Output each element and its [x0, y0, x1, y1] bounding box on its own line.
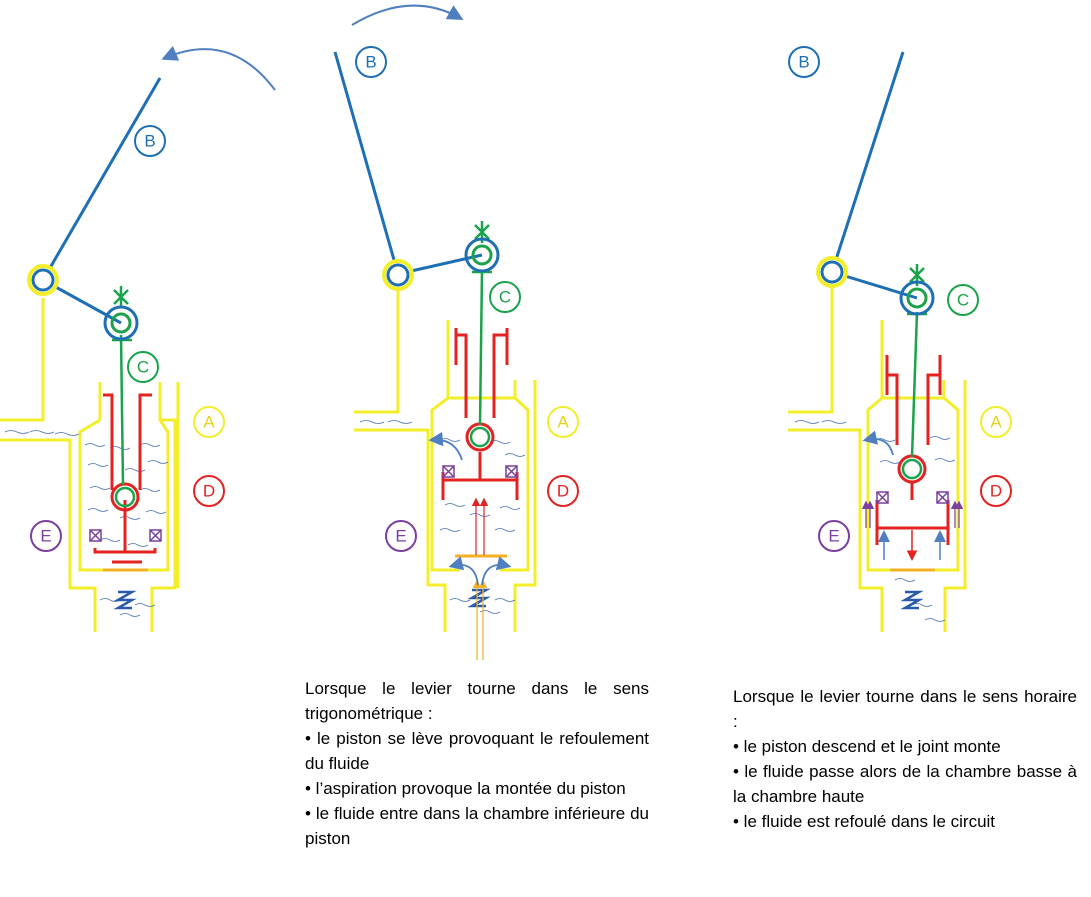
label-b-center: B [365, 53, 376, 72]
piston-center [441, 328, 519, 500]
label-a-circle-left [193, 406, 225, 438]
description-right: Lorsque le levier tourne dans le sens ho… [733, 684, 1077, 834]
rotation-arrow-center [351, 4, 464, 26]
piston-pivot-left [110, 482, 140, 512]
description-center-item-3: • le fluide entre dans la chambre inféri… [305, 804, 649, 848]
label-c-circle-right [947, 284, 979, 316]
spring-left [113, 590, 137, 610]
valve-left [89, 529, 162, 542]
label-a-left: A [203, 413, 215, 432]
label-c-circle-left [127, 351, 159, 383]
lever-left [41, 77, 162, 281]
description-right-intro: Lorsque le levier tourne dans le sens ho… [733, 687, 1077, 731]
panel-left: B C A D E [0, 45, 276, 632]
lever-rod-pivot-right [899, 280, 935, 316]
lever-rod-pivot-center [464, 237, 500, 273]
housing-left [0, 298, 180, 632]
label-c-left: C [137, 358, 149, 377]
piston-left [93, 393, 157, 564]
panel-right: B C A D E [788, 46, 1012, 632]
spring-right [900, 590, 924, 610]
label-d-circle-right [980, 475, 1012, 507]
lever-rod-pivot-left [103, 305, 139, 341]
lever-right [830, 51, 905, 273]
label-d-circle-left [193, 475, 225, 507]
label-d-center: D [557, 482, 569, 501]
label-a-right: A [990, 413, 1002, 432]
description-right-item-1: • le piston descend et le joint monte [733, 737, 1001, 756]
valve-right [876, 491, 949, 504]
valve-center [442, 465, 518, 478]
description-center: Lorsque le levier tourne dans le sens tr… [305, 676, 649, 851]
rod-left [119, 334, 125, 486]
label-c-circle-center [489, 281, 521, 313]
rod-center [478, 269, 484, 426]
description-center-item-1: • le piston se lève provoquant le refoul… [305, 729, 649, 773]
fluid-left [4, 430, 169, 617]
label-e-circle-right [818, 520, 850, 552]
description-center-item-2: • l’aspiration provoque la montée du pis… [305, 779, 626, 798]
label-d-right: D [990, 482, 1002, 501]
label-a-circle-right [980, 406, 1012, 438]
label-c-center: C [499, 288, 511, 307]
label-b-left: B [144, 132, 155, 151]
description-center-intro: Lorsque le levier tourne dans le sens tr… [305, 679, 649, 723]
label-d-left: D [203, 482, 215, 501]
description-right-item-3: • le fluide est refoulé dans le circuit [733, 812, 996, 831]
label-b-circle-center [355, 46, 387, 78]
label-b-circle-left [134, 125, 166, 157]
description-right-item-2: • le fluide passe alors de la chambre ba… [733, 762, 1077, 806]
rotation-arrow-left [161, 45, 276, 91]
panel-center: B C A D E [333, 4, 579, 660]
label-e-center: E [395, 527, 406, 546]
label-e-circle-center [385, 520, 417, 552]
label-e-circle-left [30, 520, 62, 552]
fluid-right [794, 420, 956, 622]
label-d-circle-center [547, 475, 579, 507]
label-a-center: A [557, 413, 569, 432]
label-b-right: B [798, 53, 809, 72]
label-e-right: E [828, 527, 839, 546]
label-c-right: C [957, 291, 969, 310]
spring-center [467, 588, 491, 608]
lever-center [333, 51, 400, 275]
housing-right [788, 285, 967, 632]
piston-right [875, 355, 950, 545]
label-a-circle-center [547, 406, 579, 438]
rod-right [910, 311, 919, 458]
label-b-circle-right [788, 46, 820, 78]
label-e-left: E [40, 527, 51, 546]
